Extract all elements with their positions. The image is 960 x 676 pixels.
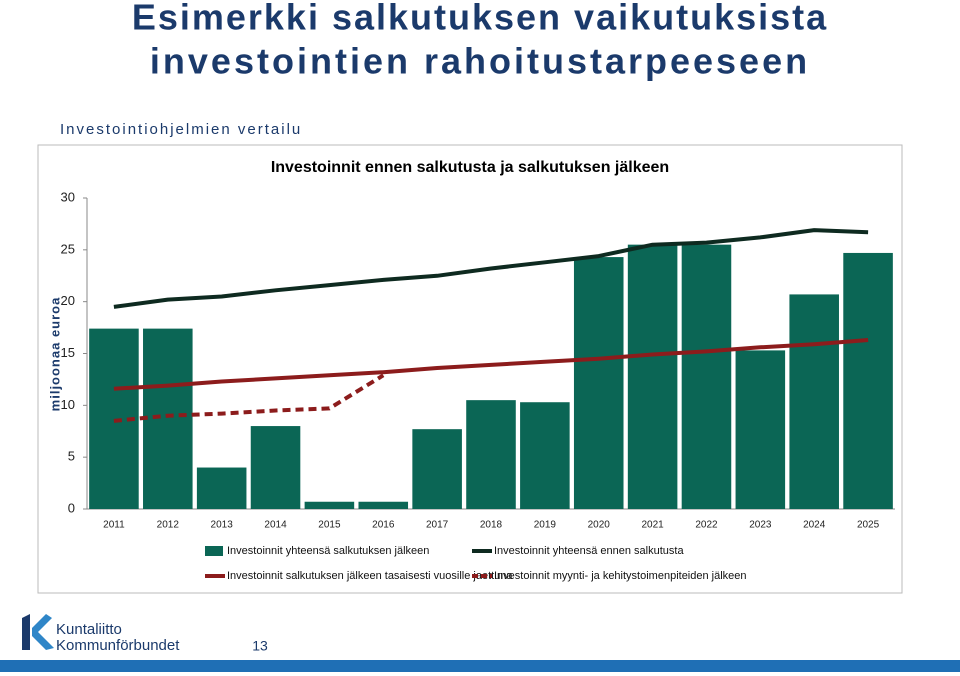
y-tick-label: 25 <box>61 241 75 256</box>
x-tick-label: 2011 <box>103 520 125 531</box>
bar <box>304 501 355 509</box>
bar <box>627 244 678 509</box>
logo: Kuntaliitto Kommunförbundet <box>22 614 180 654</box>
bar <box>520 402 570 509</box>
legend-label: Investoinnit yhteensä ennen salkutusta <box>494 545 684 557</box>
bar <box>789 294 839 509</box>
y-tick-label: 15 <box>61 345 75 360</box>
y-tick-label: 10 <box>61 397 75 412</box>
x-tick-label: 2023 <box>749 520 772 531</box>
x-tick-label: 2014 <box>264 520 287 531</box>
bar <box>843 252 893 509</box>
logo-text: Kommunförbundet <box>56 637 180 654</box>
bar <box>143 328 193 509</box>
legend-label: Investoinnit yhteensä salkutuksen jälkee… <box>227 545 429 557</box>
bar <box>358 501 409 509</box>
x-tick-label: 2015 <box>318 520 341 531</box>
logo-text: Kuntaliitto <box>56 621 122 638</box>
slide-title: investointien rahoitustarpeeseen <box>150 41 810 82</box>
bar <box>735 350 786 509</box>
legend-label: Investoinnit salkutuksen jälkeen tasaise… <box>227 570 513 582</box>
chart-title: Investoinnit ennen salkutusta ja salkutu… <box>271 159 669 176</box>
slide-title: Esimerkki salkutuksen vaikutuksista <box>132 0 828 38</box>
logo-mark <box>32 614 54 650</box>
x-tick-label: 2025 <box>857 520 880 531</box>
y-tick-label: 20 <box>61 293 75 308</box>
y-axis-label: miljoonaa euroa <box>47 297 62 412</box>
x-tick-label: 2013 <box>211 520 234 531</box>
y-tick-label: 30 <box>61 189 75 204</box>
legend-label: Investoinnit myynti- ja kehitystoimenpit… <box>494 570 747 582</box>
x-tick-label: 2020 <box>588 520 611 531</box>
x-tick-label: 2024 <box>803 520 826 531</box>
logo-mark <box>22 614 30 650</box>
bar <box>466 400 516 509</box>
bar <box>573 257 624 509</box>
x-tick-label: 2018 <box>480 520 503 531</box>
bar <box>412 429 462 509</box>
page-number: 13 <box>252 638 268 654</box>
bar <box>681 244 732 509</box>
slide-subtitle: Investointiohjelmien vertailu <box>60 121 302 138</box>
line-series <box>113 373 385 423</box>
y-tick-label: 0 <box>68 500 75 515</box>
bar <box>196 467 247 509</box>
y-tick-label: 5 <box>68 449 75 464</box>
x-tick-label: 2021 <box>641 520 664 531</box>
x-tick-label: 2012 <box>157 520 180 531</box>
x-tick-label: 2017 <box>426 520 449 531</box>
line-series <box>113 338 869 391</box>
legend-swatch <box>205 546 223 556</box>
line-series <box>113 228 869 309</box>
x-tick-label: 2016 <box>372 520 395 531</box>
footer-bar <box>0 660 960 672</box>
bar <box>250 426 301 509</box>
x-tick-label: 2022 <box>695 520 718 531</box>
x-tick-label: 2019 <box>534 520 557 531</box>
